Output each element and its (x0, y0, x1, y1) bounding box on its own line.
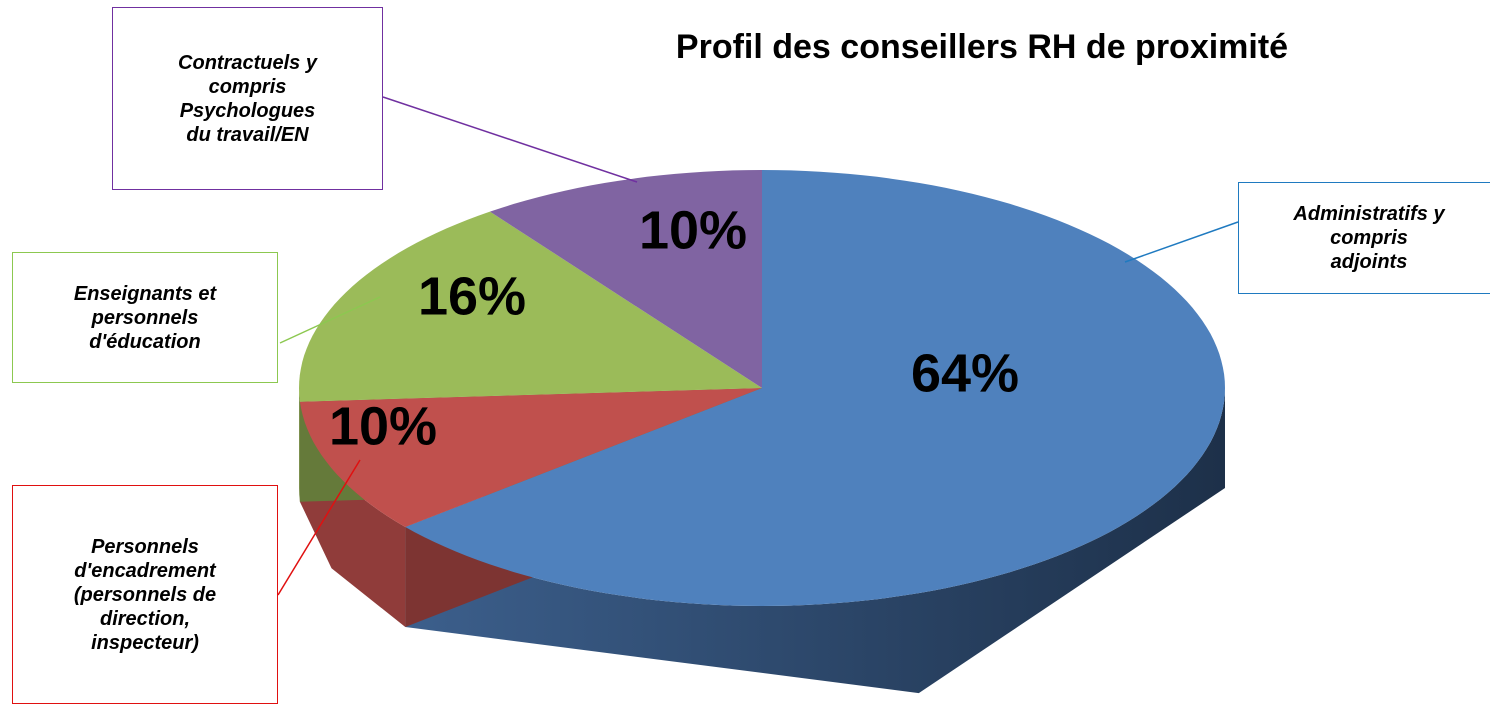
slice-side (299, 388, 300, 502)
data-label: 10% (639, 200, 747, 260)
leader-line (277, 459, 361, 596)
data-label: 16% (418, 266, 526, 326)
slice-side (405, 388, 1225, 694)
category-label: Enseignants et personnels d'éducation (12, 252, 278, 383)
data-label: 10% (329, 396, 437, 456)
slice (405, 170, 1225, 606)
chart-title: Profil des conseillers RH de proximité (676, 28, 1288, 66)
leader-line (1124, 221, 1239, 263)
category-label: Administratifs y compris adjoints (1238, 182, 1490, 294)
category-label: Personnels d'encadrement (personnels de … (12, 485, 278, 704)
data-label: 64% (911, 343, 1019, 403)
leader-line (279, 296, 381, 344)
slice (299, 211, 762, 402)
slice (299, 388, 762, 527)
category-label: Contractuels y compris Psychologues du t… (112, 7, 383, 190)
slice-side (299, 401, 406, 627)
leader-line (382, 96, 638, 183)
slice (489, 170, 762, 388)
